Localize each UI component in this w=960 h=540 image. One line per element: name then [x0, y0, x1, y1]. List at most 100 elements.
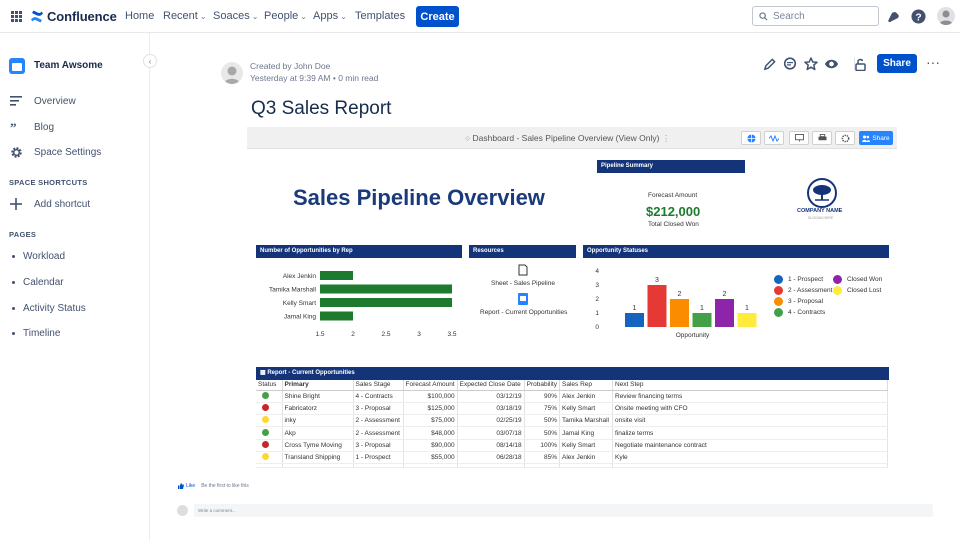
watch-icon[interactable] [823, 56, 839, 72]
column-header-next-step[interactable]: Next Step [612, 380, 888, 391]
collapse-sidebar-button[interactable]: ‹ [143, 54, 157, 68]
column-header-sales-stage[interactable]: Sales Stage [353, 380, 404, 391]
column-header-status[interactable]: Status [256, 380, 283, 391]
table-row[interactable]: Akp 2 - Assessment $48,000 03/07/18 50% Jamal… [256, 426, 888, 440]
table-row[interactable]: Fabricatorz 3 - Proposal $125,000 03/18/19 7… [256, 402, 888, 416]
opportunity-statuses-chart: 0 1 2 3 4 1 3 2 1 2 1 Opportunity [595, 268, 757, 339]
cell-sales-stage: 3 - Proposal [353, 402, 404, 416]
table-row[interactable]: Cross Tyme Moving 3 - Proposal $90,000 08/1… [256, 439, 888, 452]
dashboard-big-title: Sales Pipeline Overview [293, 185, 545, 210]
notifications-icon[interactable] [885, 8, 901, 24]
status-bar-value-label: 1 [700, 305, 704, 312]
table-row[interactable]: Transland Shipping 1 - Prospect $55,000 06/… [256, 451, 888, 465]
sidebar-item-blog[interactable]: Blog [34, 122, 55, 133]
cell-close-date: 03/18/19 [457, 402, 525, 416]
present-icon[interactable] [789, 131, 809, 145]
rep-bar [320, 311, 353, 321]
status-bar-value-label: 2 [678, 291, 682, 298]
table-row[interactable]: inky 2 - Assessment $75,000 02/25/19 50% Tami… [256, 414, 888, 428]
page-item-label: Workload [23, 251, 66, 262]
cell-sales-rep: Alex Jenkin [559, 390, 613, 403]
author-line[interactable]: Created by John Doe [250, 61, 331, 71]
chevron-down-icon: ⌄ [199, 11, 207, 21]
space-name[interactable]: Team Awsome [34, 60, 103, 71]
comment-icon[interactable] [782, 56, 798, 72]
status-y-tick: 1 [595, 310, 599, 317]
add-shortcut-link[interactable]: Add shortcut [34, 199, 91, 210]
dashboard-title-text: Dashboard - Sales Pipeline Overview (Vie… [472, 133, 660, 143]
nav-templates[interactable]: Templates [355, 10, 405, 22]
wave-icon[interactable] [764, 131, 784, 145]
sheet-icon[interactable] [518, 264, 528, 276]
create-button[interactable]: Create [416, 6, 459, 27]
cell-sales-stage: 2 - Assessment [353, 414, 404, 428]
cell-status [256, 390, 283, 403]
column-header-close-date[interactable]: Expected Close Date [457, 380, 525, 391]
status-bar [625, 313, 644, 327]
nav-recent[interactable]: Recent ⌄ [163, 10, 207, 22]
share-button[interactable]: Share [877, 54, 917, 73]
table-row[interactable]: Shine Bright 4 - Contracts $100,000 03/12/1… [256, 390, 888, 403]
edit-icon[interactable] [761, 56, 777, 72]
cell-close-date: 06/28/18 [457, 451, 525, 465]
comment-input[interactable]: Write a comment... [194, 504, 933, 517]
page-item-workload[interactable]: Workload [12, 251, 65, 262]
cell-next-step: Review financing terms [612, 390, 888, 403]
resource-sheet-link[interactable]: Sheet - Sales Pipeline [491, 280, 555, 287]
cell-close-date: 03/07/18 [457, 426, 525, 440]
company-logo [807, 178, 837, 208]
app-switcher-icon[interactable] [11, 11, 22, 22]
confluence-logo[interactable]: Confluence [30, 9, 117, 24]
more-actions-icon[interactable]: ··· [926, 54, 940, 70]
author-avatar[interactable] [221, 62, 243, 84]
nav-home[interactable]: Home [125, 10, 154, 22]
legend-item: 4 - Contracts [774, 308, 825, 317]
nav-people-label: People [264, 10, 299, 22]
legend-item: Closed Won [833, 275, 882, 284]
report-icon[interactable] [518, 293, 528, 305]
search-box[interactable] [752, 6, 879, 26]
chevron-down-icon: ⌄ [340, 11, 347, 21]
column-header-primary[interactable]: Primary [282, 380, 354, 391]
dashboard-share-button[interactable]: Share [859, 131, 893, 145]
column-header-probability[interactable]: Probability [524, 380, 561, 391]
search-input[interactable] [773, 10, 868, 22]
space-icon[interactable] [9, 58, 25, 74]
page-item-activity-status[interactable]: Activity Status [12, 303, 86, 314]
byline: Created by John Doe Yesterday at 9:39 AM… [250, 60, 378, 84]
nav-people[interactable]: People ⌄ [264, 10, 307, 22]
cell-sales-rep: Tamika Marshall [559, 414, 613, 428]
page-item-calendar[interactable]: Calendar [12, 277, 64, 288]
cell-probability: 50% [524, 414, 561, 428]
column-header-sales-rep[interactable]: Sales Rep [559, 380, 613, 391]
settings-icon[interactable] [835, 131, 855, 145]
legend-swatch [774, 286, 783, 295]
help-icon[interactable]: ? [910, 8, 926, 24]
sidebar-item-space-settings[interactable]: Space Settings [34, 147, 102, 158]
nav-apps[interactable]: Apps ⌄ [313, 10, 347, 22]
globe-icon[interactable] [741, 131, 761, 145]
column-header-forecast[interactable]: Forecast Amount [403, 380, 458, 391]
nav-spaces[interactable]: Soaces ⌄ [213, 10, 258, 22]
status-y-tick: 0 [595, 324, 599, 331]
empty-cell [559, 463, 613, 469]
space-shortcuts-heading: SPACE SHORTCUTS [9, 178, 88, 187]
search-icon [759, 11, 768, 21]
forecast-label: Forecast Amount [648, 192, 698, 199]
dashboard-toolbar: ○ Dashboard - Sales Pipeline Overview (V… [247, 127, 897, 149]
cell-forecast-amount: $55,000 [403, 451, 458, 465]
unlock-icon[interactable] [853, 56, 869, 72]
star-icon[interactable] [803, 56, 819, 72]
like-row: Like Be the first to like this [178, 483, 249, 489]
like-label: Like [186, 483, 196, 489]
page-item-timeline[interactable]: Timeline [12, 328, 60, 339]
rep-bar-label: Jamal King [284, 314, 317, 321]
print-icon[interactable] [812, 131, 832, 145]
dashboard-menu-icon[interactable]: ⋮ [661, 133, 671, 143]
resource-report-link[interactable]: Report - Current Opportunities [480, 309, 568, 316]
sidebar-item-overview[interactable]: Overview [34, 96, 76, 107]
user-avatar[interactable] [937, 7, 955, 25]
like-button[interactable]: Like [178, 483, 195, 489]
overview-icon [9, 94, 23, 108]
cell-status [256, 439, 283, 452]
